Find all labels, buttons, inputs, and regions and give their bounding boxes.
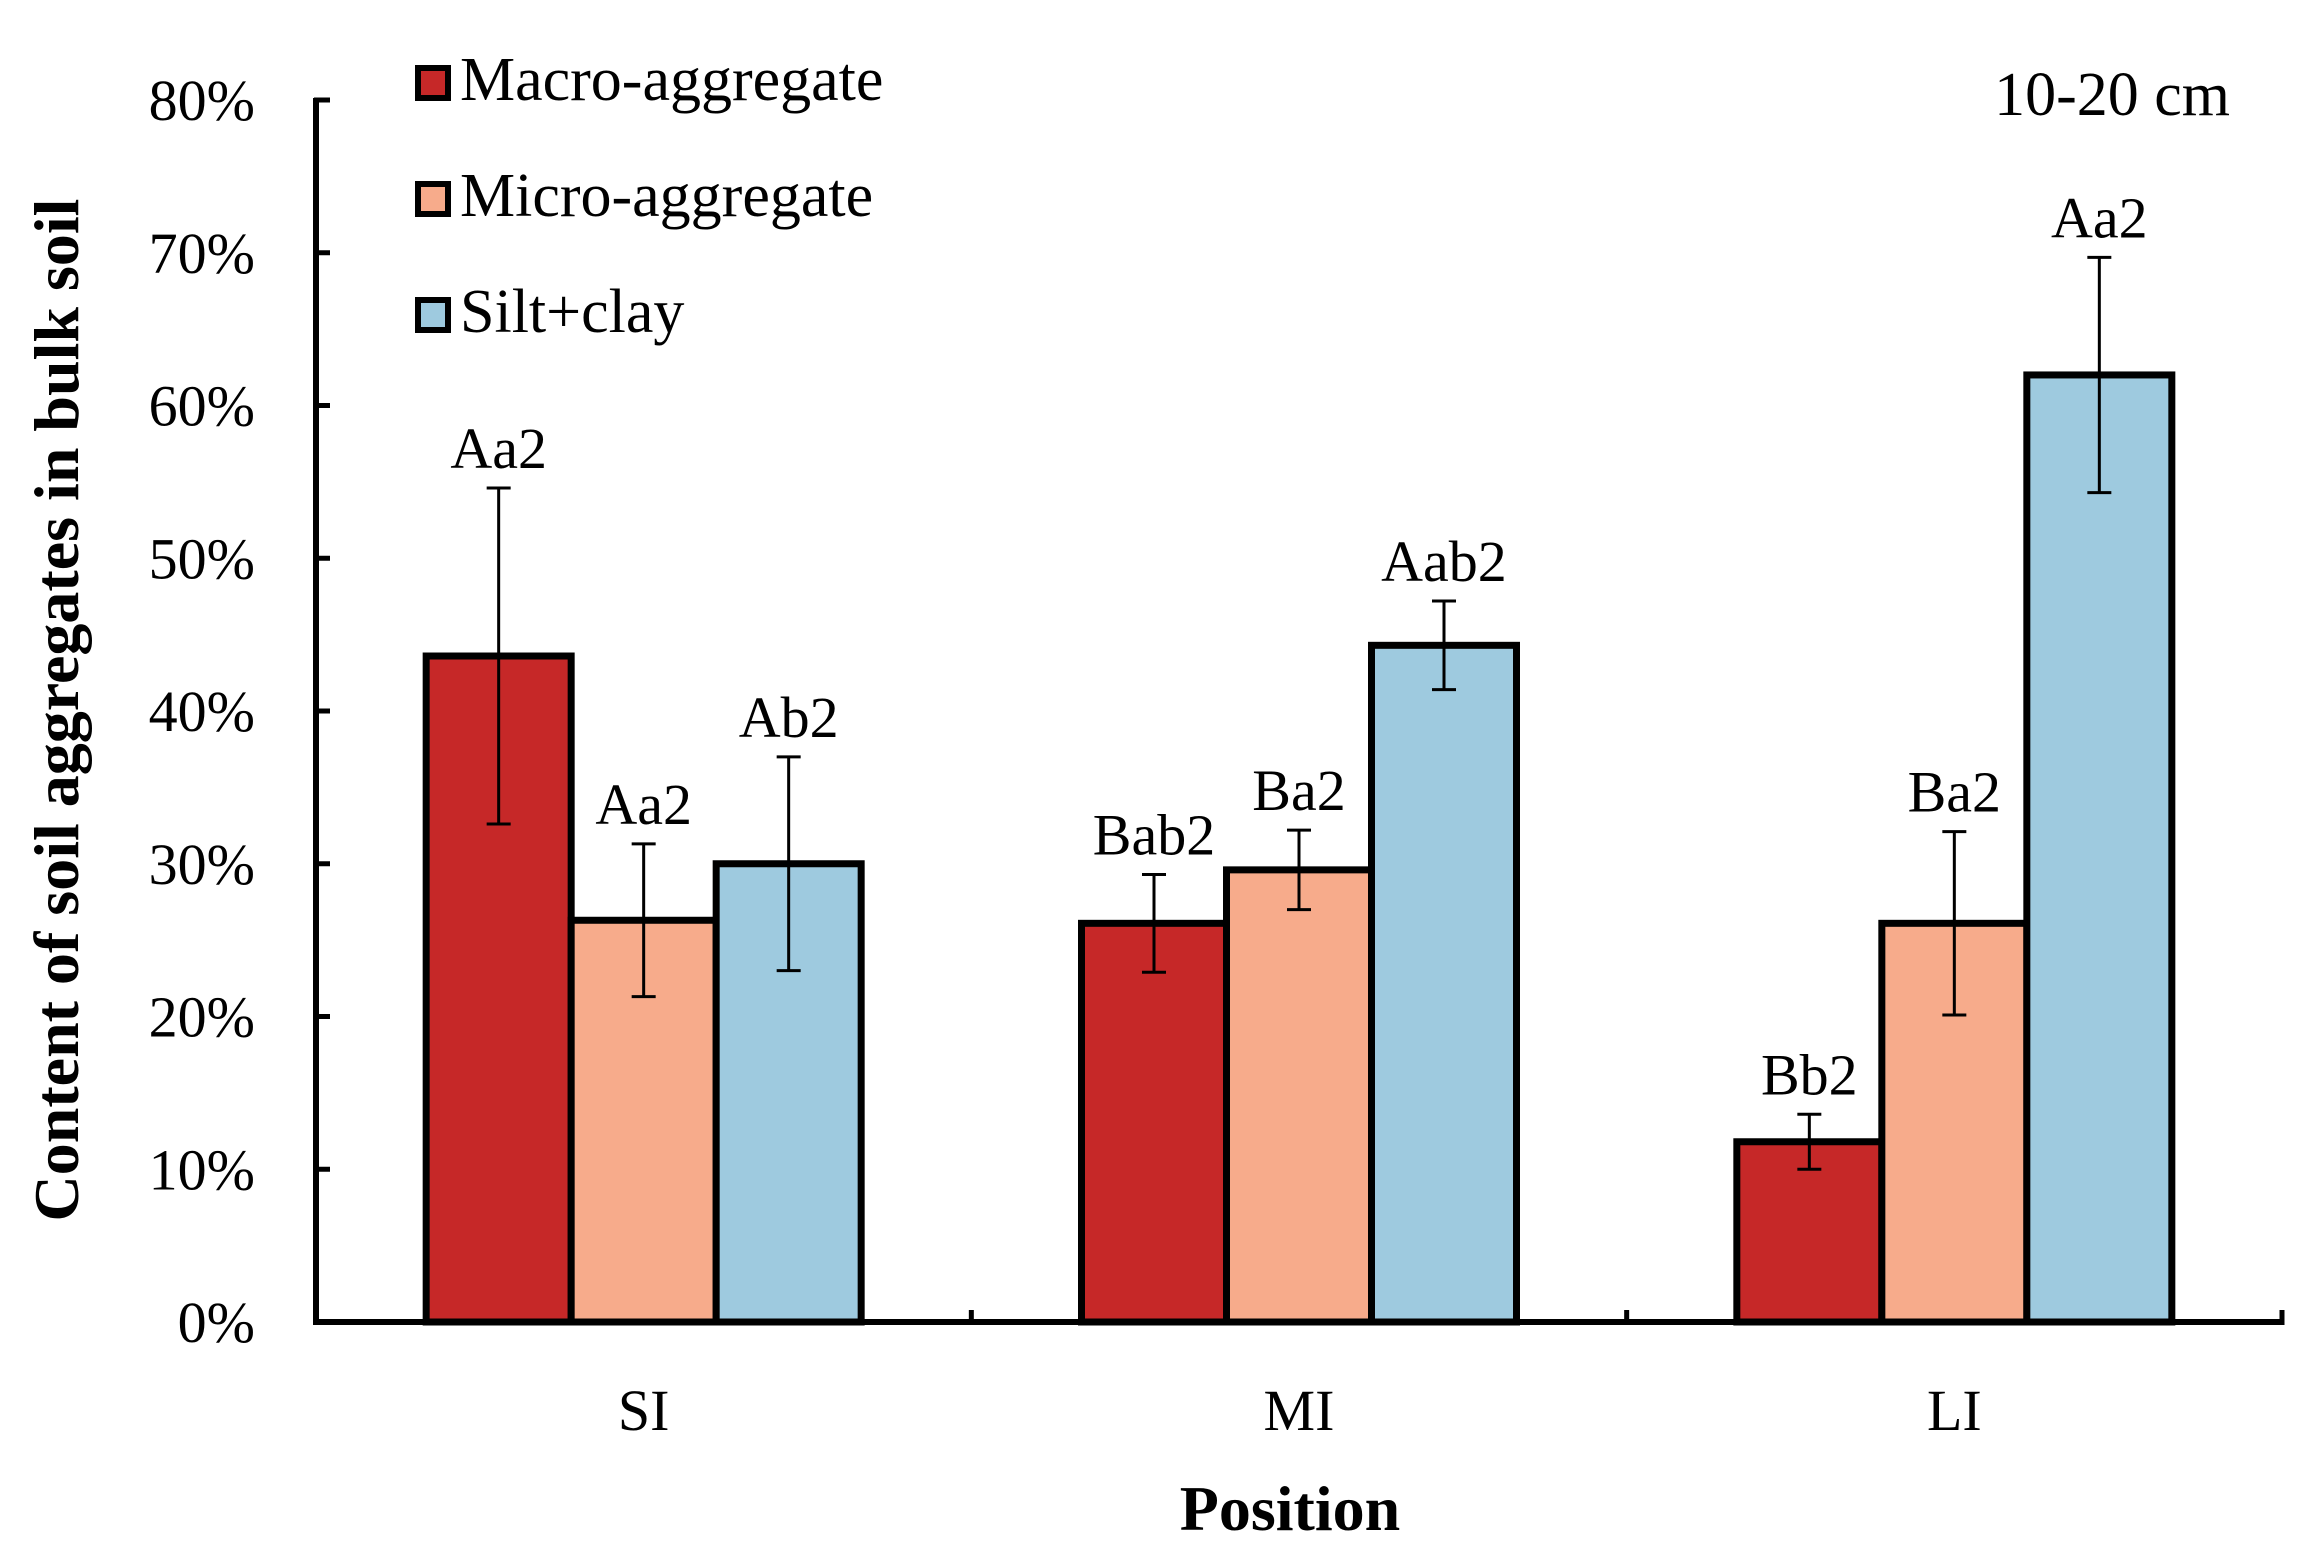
depth-annotation: 10-20 cm: [1994, 61, 2230, 129]
x-tick-label: SI: [618, 1378, 670, 1443]
bar: [2023, 371, 2176, 1326]
y-ticks-layer: 0% 10% 20% 30% 40% 50% 60% 70% 80%: [149, 68, 330, 1355]
legend-label: Macro-aggregate: [460, 46, 883, 114]
y-tick-label: 60%: [149, 374, 255, 439]
x-axis-title: Position: [1180, 1473, 1400, 1544]
y-tick-label: 30%: [149, 832, 255, 897]
legend-swatch: [415, 181, 451, 217]
bar-labels-layer: Aa2 Aa2 Ab2 Bab2 Ba2 Aab2 Bb2 Ba2 Aa2: [450, 185, 2147, 1107]
bar-significance-label: Ba2: [1908, 760, 2001, 825]
y-axis-title: Content of soil aggregates in bulk soil: [21, 199, 92, 1222]
legend-label: Micro-aggregate: [460, 162, 873, 230]
bar-significance-label: Aa2: [2051, 185, 2148, 250]
bar-significance-label: Bab2: [1093, 802, 1215, 867]
y-tick-label: 0%: [178, 1290, 255, 1355]
y-tick-label: 20%: [149, 985, 255, 1050]
x-ticks-layer: SI MI LI: [618, 1310, 2285, 1443]
bar-significance-label: Aa2: [595, 772, 692, 837]
legend: Macro-aggregate Micro-aggregate Silt+clay: [415, 46, 883, 346]
legend-swatch: [415, 65, 451, 101]
bar-significance-label: Aa2: [450, 416, 547, 481]
bar-significance-label: Ba2: [1252, 758, 1345, 823]
y-tick-label: 40%: [149, 679, 255, 744]
bar: [1078, 919, 1230, 1326]
bar-significance-label: Aab2: [1381, 529, 1507, 594]
bar-significance-label: Ab2: [739, 685, 839, 750]
error-bars-layer: [486, 255, 2112, 1171]
bar-significance-label: Bb2: [1761, 1042, 1858, 1107]
bar: [1223, 866, 1375, 1326]
y-tick-label: 10%: [149, 1137, 255, 1202]
bar: [1368, 641, 1520, 1326]
legend-label: Silt+clay: [460, 278, 684, 346]
y-tick-label: 80%: [149, 68, 255, 133]
y-tick-label: 70%: [149, 221, 255, 286]
x-tick-label: LI: [1927, 1378, 1982, 1443]
x-tick-label: MI: [1264, 1378, 1335, 1443]
y-tick-label: 50%: [149, 526, 255, 591]
legend-swatch: [415, 297, 451, 333]
